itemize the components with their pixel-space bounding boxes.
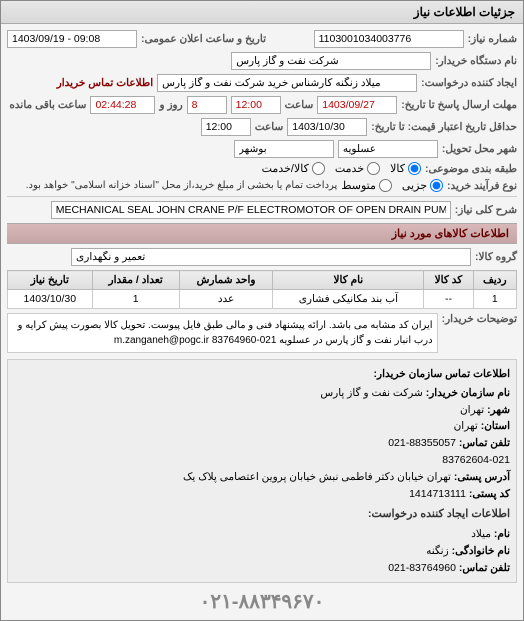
description-label: توضیحات خریدار: xyxy=(442,313,517,325)
creator-phone: 83764960-021 xyxy=(388,562,456,574)
need-number-label: شماره نیاز: xyxy=(468,33,517,45)
city: تهران xyxy=(460,404,484,416)
td-unit: عدد xyxy=(179,290,273,309)
th-code: کد کالا xyxy=(424,271,473,290)
radio-minor[interactable]: جزیی xyxy=(402,179,443,192)
radio-goods-input[interactable] xyxy=(408,162,421,175)
phone: 88355057-021 xyxy=(388,437,456,449)
phone-label: تلفن تماس: xyxy=(459,437,510,449)
public-announce-label: تاریخ و ساعت اعلان عمومی: xyxy=(141,33,266,45)
th-date: تاریخ نیاز xyxy=(8,271,93,290)
table-header-row: ردیف کد کالا نام کالا واحد شمارش تعداد /… xyxy=(8,271,517,290)
th-qty: تعداد / مقدار xyxy=(92,271,179,290)
radio-goods[interactable]: کالا xyxy=(390,162,421,175)
process-type-label: نوع فرآیند خرید: xyxy=(447,180,517,192)
org-name: شرکت نفت و گاز پارس xyxy=(320,387,422,399)
goods-table: ردیف کد کالا نام کالا واحد شمارش تعداد /… xyxy=(7,270,517,309)
delivery-city-label: شهر محل تحویل: xyxy=(442,143,517,155)
th-unit: واحد شمارش xyxy=(179,271,273,290)
creator-family: زنگنه xyxy=(426,545,449,557)
radio-medium-input[interactable] xyxy=(379,179,392,192)
alt-phone: 83762604-021 xyxy=(442,454,510,466)
need-number-field[interactable] xyxy=(314,30,464,48)
creator-phone-label: تلفن تماس: xyxy=(459,562,510,574)
panel-title: جزئیات اطلاعات نیاز xyxy=(1,1,523,24)
watermark-phone: ۰۲۱-۸۸۳۴۹۶۷۰ xyxy=(7,589,517,614)
td-qty: 1 xyxy=(92,290,179,309)
subject-class-label: طبقه بندی موضوعی: xyxy=(425,163,517,175)
contact-box: اطلاعات تماس سازمان خریدار: نام سازمان خ… xyxy=(7,359,517,583)
city-label: شهر: xyxy=(487,404,510,416)
subject-radio-group: کالا خدمت کالا/خدمت xyxy=(262,162,421,175)
time-remaining-field[interactable] xyxy=(90,96,155,114)
address: تهران خیابان دکتر فاطمی نبش خیابان پروین… xyxy=(183,471,451,483)
need-title-field[interactable] xyxy=(51,201,451,219)
province-label: استان: xyxy=(481,420,510,432)
radio-goods-service-input[interactable] xyxy=(312,162,325,175)
deadline-time-field[interactable] xyxy=(231,96,281,114)
province: تهران xyxy=(454,420,478,432)
price-validity-date-field[interactable] xyxy=(287,118,367,136)
buyer-org-label: نام دستگاه خریدار: xyxy=(435,55,517,67)
radio-service[interactable]: خدمت xyxy=(335,162,380,175)
process-note: پرداخت تمام یا بخشی از مبلغ خرید،از محل … xyxy=(26,180,338,191)
td-row: 1 xyxy=(473,290,516,309)
deadline-date-field[interactable] xyxy=(317,96,397,114)
creator-label: ایجاد کننده درخواست: xyxy=(421,77,517,89)
need-details-panel: جزئیات اطلاعات نیاز شماره نیاز: تاریخ و … xyxy=(0,0,524,621)
td-name: آب بند مکانیکی فشاری xyxy=(273,290,424,309)
radio-medium[interactable]: متوسط xyxy=(341,179,392,192)
address-label: آدرس پستی: xyxy=(454,471,510,483)
radio-minor-input[interactable] xyxy=(430,179,443,192)
td-date: 1403/10/30 xyxy=(8,290,93,309)
contact-section-header: اطلاعات تماس سازمان خریدار: xyxy=(14,366,510,383)
need-title-label: شرح کلی نیاز: xyxy=(455,204,517,216)
creator-name-label: نام: xyxy=(494,528,510,540)
buyer-org-field[interactable] xyxy=(231,52,431,70)
time-label-1: ساعت xyxy=(285,99,314,111)
price-validity-label: حداقل تاریخ اعتبار قیمت: تا تاریخ: xyxy=(371,121,517,133)
th-name: نام کالا xyxy=(273,271,424,290)
radio-service-input[interactable] xyxy=(367,162,380,175)
creator-section-header: اطلاعات ایجاد کننده درخواست: xyxy=(14,506,510,524)
delivery-province-field[interactable] xyxy=(234,140,334,158)
radio-goods-service[interactable]: کالا/خدمت xyxy=(262,162,325,175)
delivery-city-field[interactable] xyxy=(338,140,438,158)
description-box: ایران کد مشابه می باشد. ارائه پیشنهاد فن… xyxy=(7,313,438,353)
time-label-2: ساعت xyxy=(255,121,284,133)
goods-group-label: گروه کالا: xyxy=(475,251,517,263)
td-code: -- xyxy=(424,290,473,309)
creator-field[interactable] xyxy=(157,74,417,92)
days-label: روز و xyxy=(159,99,182,111)
table-row[interactable]: 1 -- آب بند مکانیکی فشاری عدد 1 1403/10/… xyxy=(8,290,517,309)
panel-body: شماره نیاز: تاریخ و ساعت اعلان عمومی: نا… xyxy=(1,24,523,620)
process-radio-group: جزیی متوسط xyxy=(341,179,443,192)
org-name-label: نام سازمان خریدار: xyxy=(426,387,510,399)
goods-section-header: اطلاعات کالاهای مورد نیاز xyxy=(7,223,517,244)
public-announce-field[interactable] xyxy=(7,30,137,48)
creator-family-label: نام خانوادگی: xyxy=(452,545,510,557)
postal-code-label: کد پستی: xyxy=(469,488,510,500)
th-row: ردیف xyxy=(473,271,516,290)
deadline-label: مهلت ارسال پاسخ تا تاریخ: xyxy=(401,99,517,111)
postal-code: 1414713111 xyxy=(409,488,466,500)
creator-name: میلاد xyxy=(471,528,491,540)
days-remaining-field[interactable] xyxy=(187,96,227,114)
remaining-label: ساعت باقی مانده xyxy=(9,99,86,111)
price-validity-time-field[interactable] xyxy=(201,118,251,136)
goods-group-field[interactable] xyxy=(71,248,471,266)
contact-info-label: اطلاعات تماس خریدار xyxy=(57,77,153,89)
